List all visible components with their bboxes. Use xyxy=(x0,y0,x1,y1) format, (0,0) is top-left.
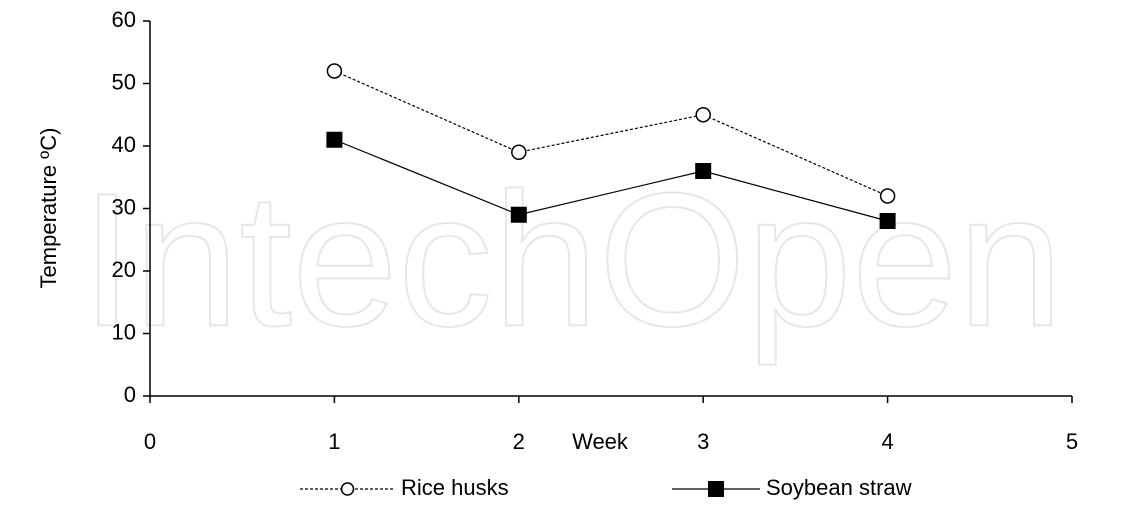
x-tick-label: 0 xyxy=(144,429,156,454)
marker xyxy=(695,107,711,123)
y-tick-label: 60 xyxy=(112,7,136,32)
x-tick-label: 2 xyxy=(513,429,525,454)
legend-label: Soybean straw xyxy=(766,475,912,500)
x-tick-label: 1 xyxy=(328,429,340,454)
y-axis-label: Temperature ºC) xyxy=(36,128,61,289)
marker xyxy=(510,206,527,223)
watermark: IntechOpen xyxy=(81,154,1063,366)
legend-label: Rice husks xyxy=(401,475,509,500)
y-tick-label: 50 xyxy=(112,69,136,94)
marker xyxy=(879,188,896,204)
legend-marker xyxy=(708,481,724,497)
marker xyxy=(326,131,343,148)
x-tick-label: 3 xyxy=(697,429,709,454)
marker xyxy=(695,163,712,179)
y-tick-label: 40 xyxy=(112,132,136,157)
legend-marker xyxy=(340,482,355,496)
x-tick-label: 5 xyxy=(1066,429,1078,454)
y-tick-label: 0 xyxy=(124,382,136,407)
series-line xyxy=(334,70,888,197)
x-tick-label: 4 xyxy=(881,429,893,454)
y-tick-label: 20 xyxy=(112,257,136,282)
y-tick-label: 30 xyxy=(112,194,136,219)
marker xyxy=(326,63,343,79)
series-line xyxy=(334,139,888,222)
marker xyxy=(511,144,527,160)
y-tick-label: 10 xyxy=(112,319,136,344)
x-axis-label: Week xyxy=(572,429,629,454)
marker xyxy=(879,213,896,229)
